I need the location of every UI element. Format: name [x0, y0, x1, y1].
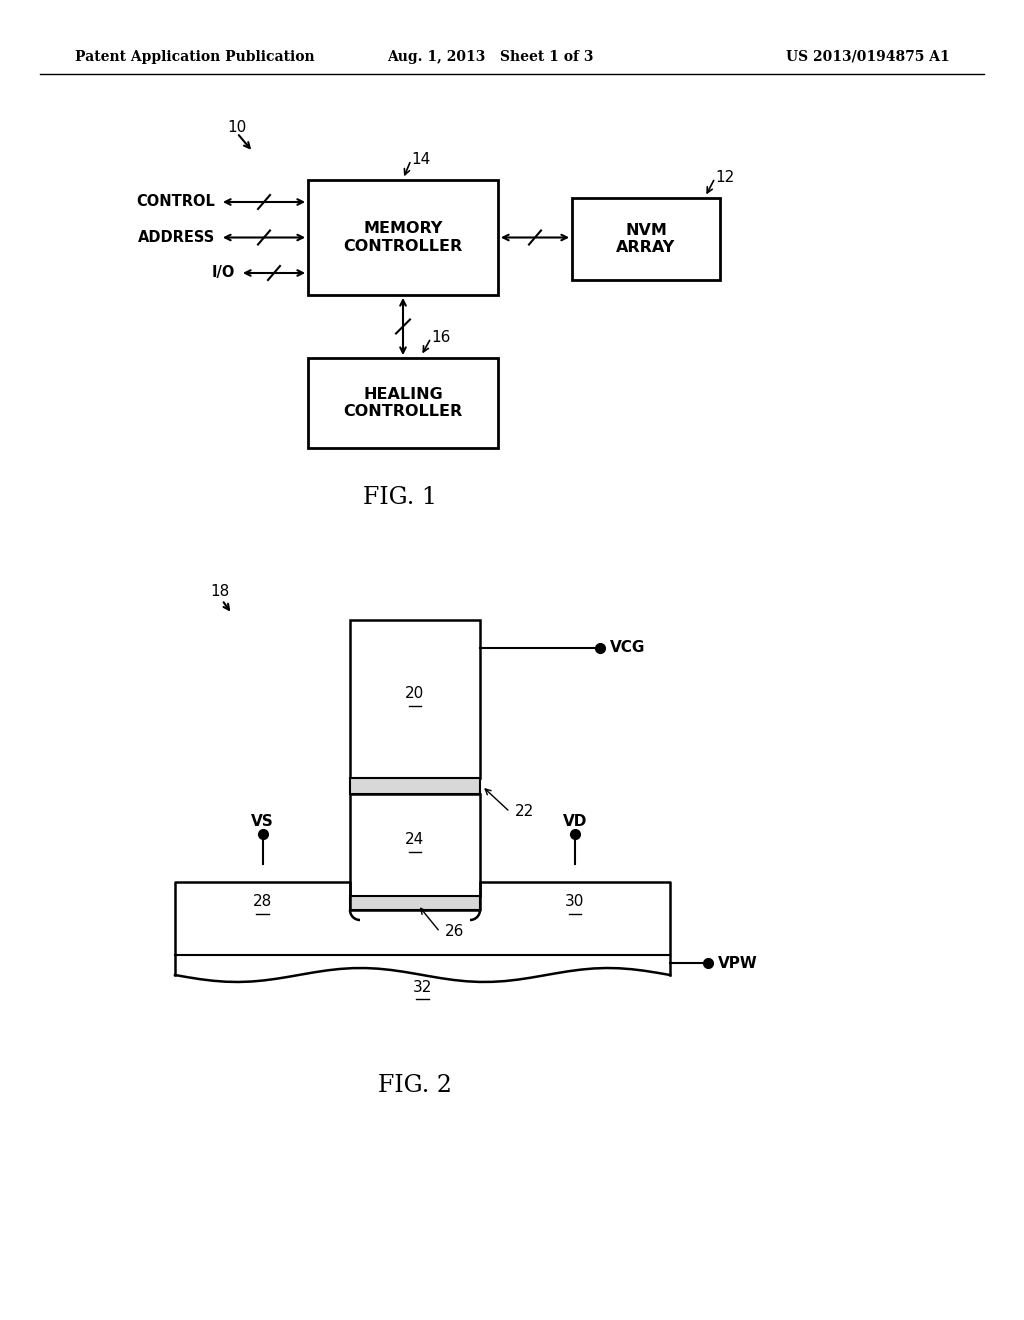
Text: FIG. 1: FIG. 1 [362, 487, 437, 510]
Text: 14: 14 [411, 153, 430, 168]
Bar [572, 198, 720, 280]
Text: NVM
ARRAY: NVM ARRAY [616, 223, 676, 255]
Text: VS: VS [251, 814, 273, 829]
Text: US 2013/0194875 A1: US 2013/0194875 A1 [786, 50, 950, 63]
Text: Aug. 1, 2013   Sheet 1 of 3: Aug. 1, 2013 Sheet 1 of 3 [387, 50, 593, 63]
Text: VD: VD [563, 814, 587, 829]
Text: CONTROL: CONTROL [136, 194, 215, 210]
Text: HEALING
CONTROLLER: HEALING CONTROLLER [343, 387, 463, 420]
Text: 28: 28 [253, 895, 272, 909]
Text: ADDRESS: ADDRESS [138, 230, 215, 246]
Text: 12: 12 [715, 170, 734, 186]
Text: 22: 22 [515, 804, 535, 820]
Text: 32: 32 [413, 979, 432, 994]
Text: 16: 16 [431, 330, 451, 346]
Text: VPW: VPW [718, 956, 758, 970]
Text: 26: 26 [445, 924, 464, 940]
Bar [350, 795, 480, 896]
Text: 24: 24 [406, 833, 425, 847]
Bar [350, 777, 480, 795]
Text: Patent Application Publication: Patent Application Publication [75, 50, 314, 63]
Text: 18: 18 [210, 585, 229, 599]
Polygon shape [175, 882, 670, 982]
Text: 20: 20 [406, 686, 425, 701]
Text: MEMORY
CONTROLLER: MEMORY CONTROLLER [343, 222, 463, 253]
Text: 10: 10 [227, 120, 246, 136]
Bar [350, 896, 480, 909]
Bar [308, 180, 498, 294]
Bar [175, 880, 670, 1003]
Text: FIG. 2: FIG. 2 [378, 1073, 452, 1097]
Text: 30: 30 [565, 895, 585, 909]
Text: I/O: I/O [212, 265, 234, 281]
Text: VCG: VCG [610, 640, 645, 656]
Bar [350, 620, 480, 777]
Bar [308, 358, 498, 447]
